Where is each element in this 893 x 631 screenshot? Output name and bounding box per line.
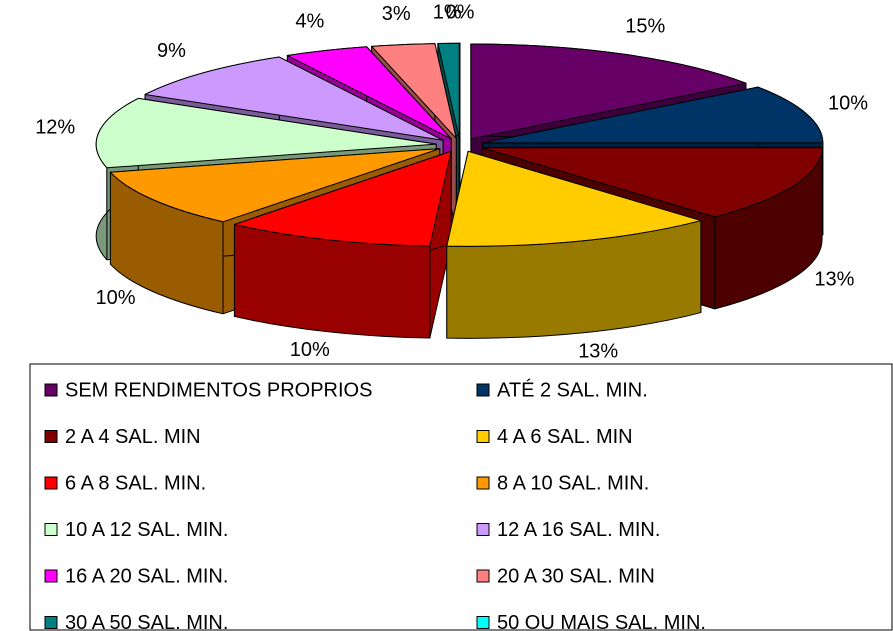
legend-swatch bbox=[476, 523, 490, 536]
legend-label: 4 A 6 SAL. MIN bbox=[497, 426, 633, 448]
legend-label: 2 A 4 SAL. MIN bbox=[65, 426, 201, 448]
legend-label: 10 A 12 SAL. MIN. bbox=[65, 519, 228, 541]
slice-top bbox=[109, 148, 441, 223]
legend-label: 12 A 16 SAL. MIN. bbox=[497, 519, 660, 541]
data-label: 1% bbox=[433, 1, 462, 23]
data-label: 10% bbox=[290, 339, 330, 361]
slice bbox=[446, 150, 702, 339]
legend-label: 50 OU MAIS SAL. MIN. bbox=[497, 612, 706, 631]
slice-top bbox=[233, 150, 452, 247]
data-label: 3% bbox=[382, 3, 411, 25]
data-label: 12% bbox=[35, 117, 75, 139]
data-label: 13% bbox=[814, 269, 854, 291]
slice-top bbox=[286, 46, 452, 140]
data-label: 15% bbox=[625, 16, 665, 38]
legend-label: ATÉ 2 SAL. MIN. bbox=[497, 378, 648, 401]
legend-label: 30 A 50 SAL. MIN. bbox=[65, 612, 228, 631]
slice bbox=[233, 150, 452, 339]
legend-swatch bbox=[476, 616, 490, 629]
legend-label: 16 A 20 SAL. MIN. bbox=[65, 565, 228, 587]
legend-swatch bbox=[476, 430, 490, 443]
slice-top bbox=[371, 43, 457, 139]
data-label: 10% bbox=[95, 287, 135, 309]
data-label: 13% bbox=[578, 340, 618, 362]
legend-swatch bbox=[44, 523, 58, 536]
legend-label: 20 A 30 SAL. MIN bbox=[497, 565, 655, 587]
legend-swatch bbox=[44, 383, 58, 397]
data-label: 9% bbox=[157, 40, 186, 62]
legend-swatch bbox=[476, 476, 490, 490]
legend-swatch bbox=[44, 616, 58, 629]
slice-top bbox=[482, 86, 824, 144]
slice-top bbox=[470, 43, 747, 140]
legend-swatch bbox=[44, 569, 58, 583]
legend-label: 6 A 8 SAL. MIN. bbox=[65, 472, 206, 494]
data-label: 0% bbox=[446, 1, 475, 23]
legend-label: SEM RENDIMENTOS PROPRIOS bbox=[65, 379, 372, 401]
legend-swatch bbox=[44, 430, 58, 443]
legend-swatch bbox=[476, 569, 490, 583]
slice-top bbox=[446, 150, 702, 247]
data-label: 10% bbox=[828, 92, 868, 114]
legend-box bbox=[29, 363, 893, 631]
legend-swatch bbox=[476, 383, 490, 397]
slice-top bbox=[437, 42, 460, 139]
slice-top bbox=[144, 56, 444, 141]
legend-swatch bbox=[44, 476, 58, 490]
slice-top bbox=[481, 147, 823, 218]
slice-top bbox=[95, 97, 437, 169]
data-label: 4% bbox=[295, 11, 324, 33]
legend-label: 8 A 10 SAL. MIN. bbox=[497, 472, 649, 494]
